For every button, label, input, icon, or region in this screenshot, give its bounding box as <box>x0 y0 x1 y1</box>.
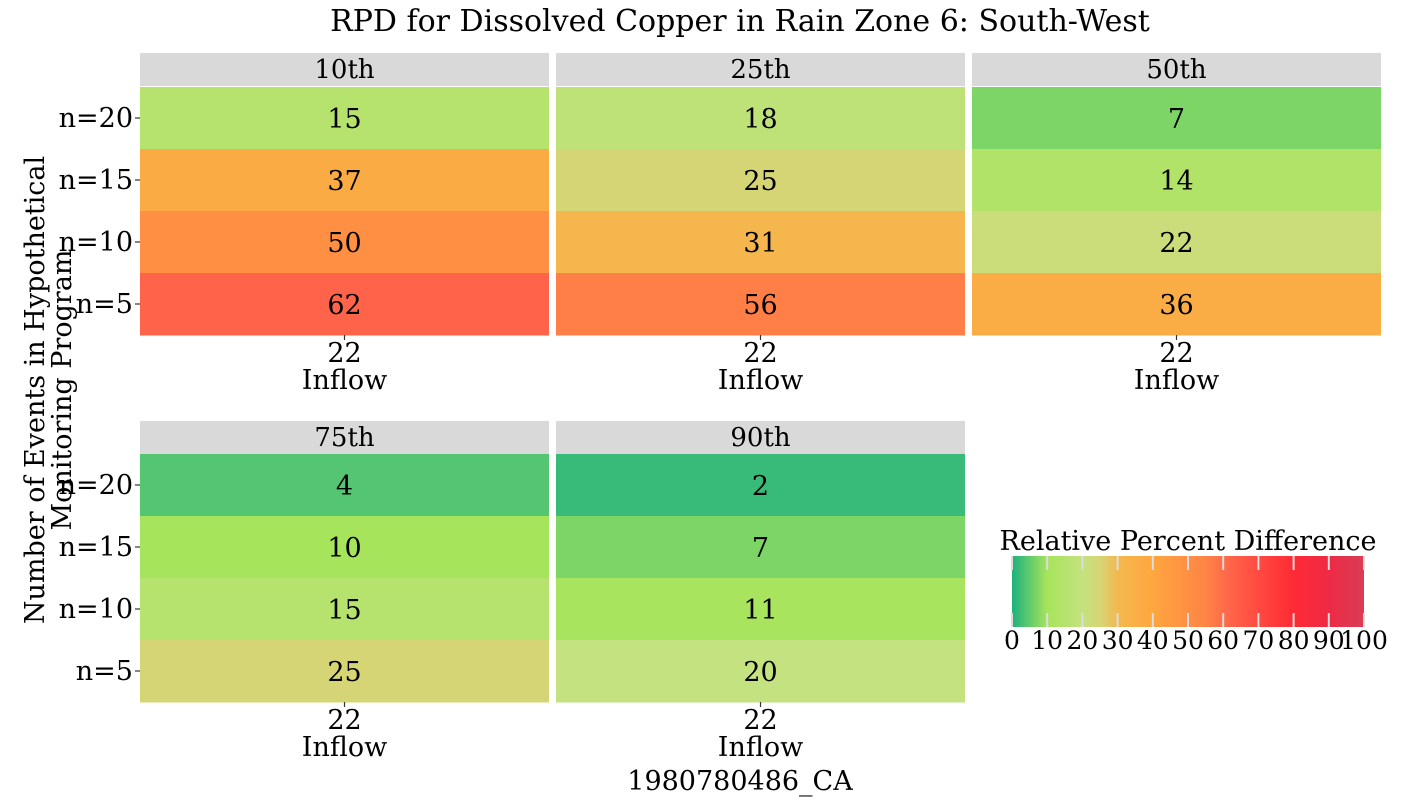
cell-value-label: 10 <box>327 533 361 564</box>
cell-value-label: 18 <box>743 104 777 135</box>
facet-strip <box>140 53 549 86</box>
heatmap-cell <box>556 149 965 212</box>
heatmap-cell <box>556 516 965 579</box>
cell-value-label: 11 <box>743 595 777 626</box>
y-tick-label: n=5 <box>76 656 133 687</box>
facet-strip <box>556 53 965 86</box>
heatmap-cell <box>140 454 549 517</box>
cell-value-label: 22 <box>1159 228 1193 259</box>
x-tick-label: 22 <box>327 338 361 369</box>
facet-strip <box>556 421 965 454</box>
heatmap-cell <box>140 211 549 274</box>
chart-title: RPD for Dissolved Copper in Rain Zone 6:… <box>330 4 1150 39</box>
heatmap-cell <box>556 640 965 703</box>
x-tick-sublabel: Inflow <box>302 732 387 763</box>
cell-value-label: 15 <box>327 595 361 626</box>
legend-tick-label: 80 <box>1278 626 1310 655</box>
facet-label: 50th <box>1146 55 1207 85</box>
cell-value-label: 25 <box>743 166 777 197</box>
heatmap-cell <box>556 87 965 150</box>
facet-label: 25th <box>730 55 791 85</box>
y-axis-label-line-1: Number of Events in Hypothetical <box>20 156 51 624</box>
y-tick-label: n=5 <box>76 289 133 320</box>
heatmap-cell <box>140 578 549 641</box>
cell-value-label: 56 <box>743 290 777 321</box>
heatmap-cell <box>140 516 549 579</box>
legend-tick-label: 90 <box>1313 626 1345 655</box>
legend-tick-label: 30 <box>1102 626 1134 655</box>
x-axis-label: 1980780486_CA <box>627 766 853 797</box>
cell-value-label: 50 <box>327 228 361 259</box>
cell-value-label: 4 <box>336 471 353 502</box>
cell-value-label: 14 <box>1159 166 1193 197</box>
cell-value-label: 7 <box>752 533 769 564</box>
facet-label: 75th <box>314 423 375 453</box>
legend-tick-label: 60 <box>1207 626 1239 655</box>
heatmap-cell <box>556 273 965 336</box>
legend-tick-label: 40 <box>1137 626 1169 655</box>
legend-tick-label: 100 <box>1340 626 1388 655</box>
cell-value-label: 15 <box>327 104 361 135</box>
x-tick-sublabel: Inflow <box>302 365 387 396</box>
y-tick-label: n=15 <box>59 165 133 196</box>
heatmap-cell <box>972 149 1381 212</box>
y-tick-label: n=15 <box>59 532 133 563</box>
cell-value-label: 2 <box>752 471 769 502</box>
legend-tick-label: 70 <box>1242 626 1274 655</box>
heatmap-cell <box>556 211 965 274</box>
cell-value-label: 20 <box>743 657 777 688</box>
heatmap-cell <box>972 211 1381 274</box>
y-tick-label: n=10 <box>59 227 133 258</box>
heatmap-cell <box>556 578 965 641</box>
facet-label: 90th <box>730 423 791 453</box>
heatmap-cell <box>140 273 549 336</box>
heatmap-cell <box>140 640 549 703</box>
y-axis-label-line-2: Monitoring Program <box>47 249 78 530</box>
x-tick-sublabel: Inflow <box>718 365 803 396</box>
legend-tick-label: 10 <box>1031 626 1063 655</box>
facet-strip <box>140 421 549 454</box>
heatmap-cell <box>556 454 965 517</box>
x-tick-label: 22 <box>1159 338 1193 369</box>
x-tick-sublabel: Inflow <box>718 732 803 763</box>
x-tick-label: 22 <box>743 705 777 736</box>
facet-strip <box>972 53 1381 86</box>
cell-value-label: 36 <box>1159 290 1193 321</box>
legend-tick-label: 20 <box>1066 626 1098 655</box>
y-tick-label: n=20 <box>59 470 133 501</box>
x-tick-label: 22 <box>327 705 361 736</box>
heatmap-cell <box>972 273 1381 336</box>
heatmap-cell <box>140 149 549 212</box>
facet-label: 10th <box>314 55 375 85</box>
y-tick-label: n=20 <box>59 103 133 134</box>
heatmap-cell <box>140 87 549 150</box>
x-tick-sublabel: Inflow <box>1134 365 1219 396</box>
legend-title: Relative Percent Difference <box>1000 526 1377 557</box>
cell-value-label: 62 <box>327 290 361 321</box>
legend-tick-label: 0 <box>1004 626 1020 655</box>
y-tick-label: n=10 <box>59 594 133 625</box>
cell-value-label: 7 <box>1168 104 1185 135</box>
cell-value-label: 31 <box>743 228 777 259</box>
legend-tick-label: 50 <box>1172 626 1204 655</box>
x-tick-label: 22 <box>743 338 777 369</box>
cell-value-label: 37 <box>327 166 361 197</box>
heatmap-cell <box>972 87 1381 150</box>
cell-value-label: 25 <box>327 657 361 688</box>
